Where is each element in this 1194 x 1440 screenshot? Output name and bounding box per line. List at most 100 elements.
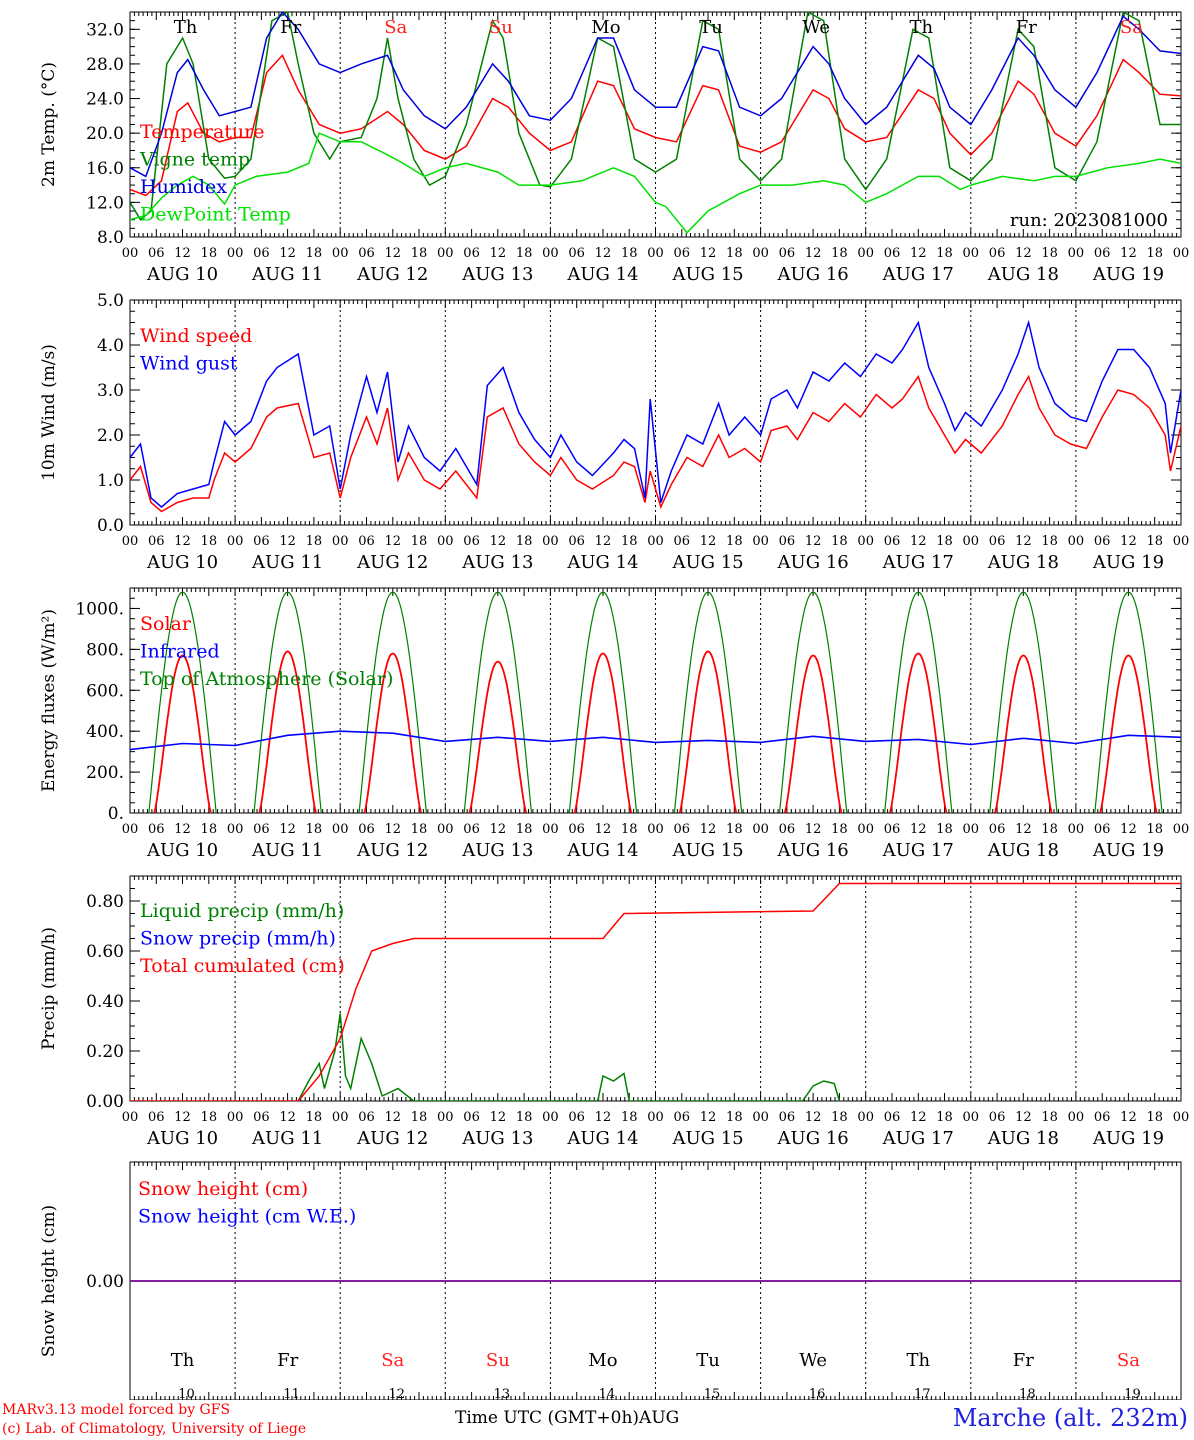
y-tick-label: 0.00 [86,1272,124,1292]
weekday-label-top: Su [489,17,513,38]
date-label: AUG 16 [777,552,849,573]
hour-label: 06 [253,1110,270,1125]
hour-label: 06 [1094,822,1111,837]
date-label: AUG 12 [356,552,428,573]
hour-label: 06 [884,534,901,549]
credit-line-2: (c) Lab. of Climatology, University of L… [2,1421,307,1437]
day-number: 15 [704,1387,721,1400]
hour-label: 06 [253,534,270,549]
hour-label: 06 [1094,534,1111,549]
hour-label: 18 [516,1110,533,1125]
hour-label: 18 [411,246,428,261]
y-tick-label: 0.20 [86,1042,124,1062]
y-axis-label-wind: 10m Wind (m/s) [39,344,59,481]
hour-label: 18 [936,534,953,549]
y-tick-label: 800. [86,640,124,660]
date-label: AUG 17 [882,552,954,573]
y-axis-label-snow: Snow height (cm) [39,1205,59,1357]
hour-label: 18 [1041,246,1058,261]
hour-label: 00 [647,246,664,261]
hour-label: 12 [174,822,191,837]
hour-label: 06 [989,534,1006,549]
date-label: AUG 18 [987,552,1059,573]
hour-label: 12 [384,534,401,549]
date-label: AUG 13 [461,1128,533,1149]
series-humidex [130,12,1181,178]
series-total-cumulated-cm- [130,882,1181,1101]
hour-label: 00 [1173,534,1190,549]
y-tick-label: 3.0 [97,381,124,401]
hour-label: 12 [910,1110,927,1125]
day-number: 18 [1019,1387,1036,1400]
day-number: 14 [599,1387,616,1400]
hour-label: 00 [227,534,244,549]
hour-label: 12 [1120,822,1137,837]
legend-entry: Humidex [140,176,227,198]
date-label: AUG 13 [461,552,533,573]
hour-label: 06 [779,246,796,261]
hour-label: 00 [332,1110,349,1125]
hour-label: 12 [700,1110,717,1125]
toa-solar-line [148,591,1163,813]
legend-entry: Infrared [140,641,220,663]
hour-label: 18 [201,822,218,837]
hour-label: 06 [1094,246,1111,261]
hour-label: 12 [805,822,822,837]
hour-label: 06 [358,246,375,261]
hour-label: 06 [253,246,270,261]
legend-entry: Snow height (cm W.E.) [138,1206,356,1228]
hour-label: 00 [542,822,559,837]
y-tick-label: 0.00 [86,1092,124,1112]
date-label: AUG 10 [146,552,218,573]
date-label: AUG 17 [882,840,954,861]
date-label: AUG 12 [356,1128,428,1149]
hour-label: 06 [463,1110,480,1125]
hour-label: 00 [1068,1110,1085,1125]
infrared-line [130,730,1181,751]
date-label: AUG 11 [251,552,323,573]
y-tick-label: 1.0 [97,471,124,491]
hour-label: 12 [595,246,612,261]
hour-ticks-energy [129,588,1182,813]
series-dewpoint-temp [130,132,1181,234]
hour-label: 00 [227,1110,244,1125]
hour-label: 06 [148,822,165,837]
y-tick-label: 5.0 [97,291,124,311]
weekday-label-top: Th [174,17,198,38]
hour-label: 06 [148,534,165,549]
date-label: AUG 11 [251,264,323,285]
y-tick-label: 32.0 [86,20,124,40]
day-number: 11 [283,1387,300,1400]
hour-ticks-wind [129,300,1182,525]
hour-label: 12 [279,534,296,549]
hour-label: 00 [437,822,454,837]
hour-label: 18 [516,822,533,837]
y-axis-label-temperature: 2m Temp. (°C) [39,62,59,187]
hour-label: 18 [621,1110,638,1125]
legend-entry: Total cumulated (cm) [140,955,345,977]
hour-label: 00 [1068,822,1085,837]
legend-entry: Vigne temp [139,149,250,171]
hour-label: 00 [542,1110,559,1125]
date-label: AUG 14 [566,552,638,573]
hour-label: 18 [411,534,428,549]
weekday-label-top: Fr [1016,17,1037,38]
hour-label: 06 [674,1110,691,1125]
hour-label: 06 [779,534,796,549]
y-tick-label: 200. [86,763,124,783]
date-label: AUG 11 [251,1128,323,1149]
hour-label: 00 [963,534,980,549]
hour-label: 06 [1094,1110,1111,1125]
hour-label: 00 [227,246,244,261]
date-label: AUG 17 [882,1128,954,1149]
day-number: 10 [178,1387,195,1400]
weekday-label-bottom: Th [906,1350,930,1371]
credit-line-1: MARv3.13 model forced by GFS [2,1402,231,1418]
date-label: AUG 10 [146,1128,218,1149]
hour-label: 06 [989,246,1006,261]
hour-label: 00 [332,246,349,261]
solar-line [153,650,1158,813]
hour-label: 18 [936,246,953,261]
hour-label: 12 [910,246,927,261]
date-label: AUG 18 [987,264,1059,285]
